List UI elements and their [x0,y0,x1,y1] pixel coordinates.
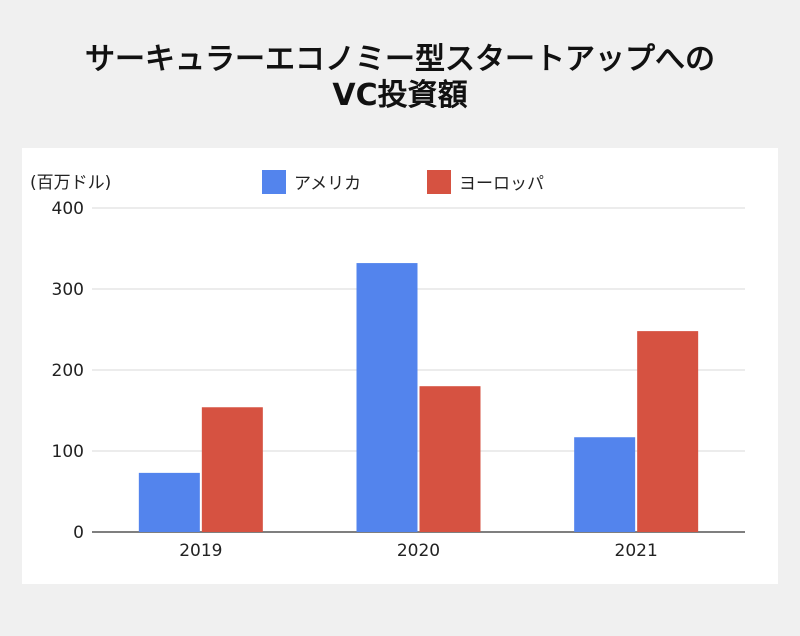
bar-2019-series-2 [201,407,263,532]
bar-2021-series-2 [637,331,699,532]
bar-2019-series-1 [138,472,200,532]
bar-2020-series-2 [419,386,481,532]
x-tick-label-2020: 2020 [397,541,440,561]
x-tick-label-2019: 2019 [179,541,222,561]
x-axis-ticks: 2019 2020 2021 [179,541,658,561]
chart-title-line-2: VC投資額 [332,78,468,113]
legend-swatch-1 [262,170,286,194]
bar-2020-series-1 [356,263,418,532]
y-axis-ticks: 0 100 200 300 400 [52,199,84,543]
legend-label-2: ヨーロッパ [459,174,544,194]
legend: アメリカ ヨーロッパ [262,170,544,194]
y-tick-label: 100 [52,442,84,462]
bar-2021-series-1 [574,437,636,532]
y-tick-label: 400 [52,199,84,219]
chart-title-line-1: サーキュラーエコノミー型スタートアップへの [85,42,715,77]
chart-title: サーキュラーエコノミー型スタートアップへの VC投資額 [0,42,800,114]
y-tick-label: 300 [52,280,84,300]
y-tick-label: 0 [73,523,84,543]
legend-swatch-2 [427,170,451,194]
bars [138,263,699,532]
y-tick-label: 200 [52,361,84,381]
x-tick-label-2021: 2021 [615,541,658,561]
y-unit-label: (百万ドル) [30,173,111,193]
legend-label-1: アメリカ [294,174,361,194]
gridlines [92,207,745,533]
